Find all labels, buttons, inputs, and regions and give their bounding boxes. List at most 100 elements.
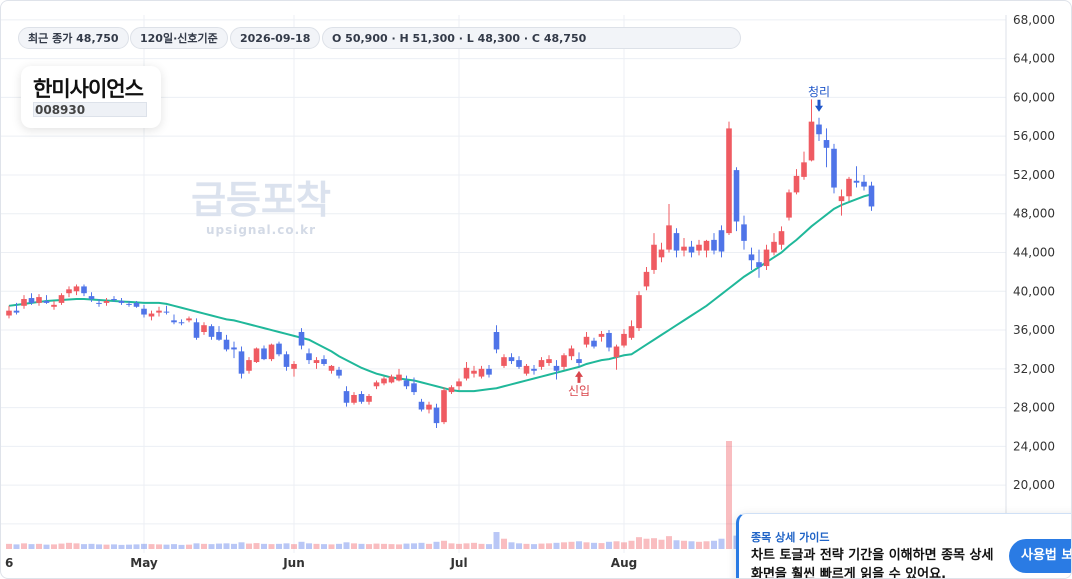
candle-body [621, 333, 627, 346]
candle-body [756, 262, 762, 268]
volume-bar [291, 544, 297, 549]
volume-bar [268, 544, 275, 549]
volume-bar [696, 541, 702, 549]
candle-body [493, 331, 500, 350]
candle-body [643, 271, 650, 287]
volume-bar [636, 537, 642, 549]
date-chip: 2026-09-18 [230, 27, 321, 49]
volume-bar [66, 542, 72, 549]
volume-bar [666, 536, 672, 549]
candle-body [711, 239, 717, 251]
x-tick-label: 6 [5, 556, 13, 570]
candle-body [861, 181, 867, 187]
candle-body [853, 180, 860, 183]
volume-bar [718, 538, 725, 549]
candle-body [561, 355, 567, 367]
candle-body [148, 313, 155, 317]
candle-body [133, 302, 140, 307]
candle-body [778, 231, 785, 245]
volume-bar [351, 543, 357, 549]
volume-bar [418, 542, 425, 549]
volume-bar [156, 544, 162, 549]
candle-body [523, 365, 530, 374]
volume-bar [658, 539, 665, 549]
candle-body [681, 246, 687, 251]
candle-body [343, 391, 350, 403]
volume-bar [13, 544, 20, 549]
volume-bar [58, 543, 65, 549]
volume-bar [141, 543, 147, 549]
candle-body [216, 331, 222, 340]
candle-body [366, 395, 372, 402]
y-tick-label: 48,000 [1013, 207, 1055, 221]
guide-button[interactable]: 사용법 보기 [1009, 539, 1071, 573]
volume-bar [726, 441, 732, 549]
candle-body [418, 401, 425, 410]
watermark-site: upsignal.co.kr [206, 223, 316, 237]
volume-bar [343, 542, 350, 549]
candle-body [463, 367, 470, 379]
candle-body [373, 382, 380, 387]
y-tick-label: 32,000 [1013, 362, 1055, 376]
volume-bar [51, 544, 57, 549]
volume-bar [253, 543, 260, 549]
candle-body [726, 128, 732, 234]
volume-bar [538, 543, 545, 549]
candle-body [66, 289, 72, 294]
candle-body [261, 348, 267, 360]
volume-bar [178, 544, 185, 549]
stock-name: 한미사이언스 [33, 77, 144, 101]
candle-body [666, 225, 672, 250]
candle-body [868, 185, 875, 207]
volume-bar [426, 543, 432, 549]
volume-bar [583, 542, 590, 549]
volume-bar [133, 544, 140, 549]
candle-body [396, 374, 402, 381]
basis-chip: 120일·신호기준 [130, 27, 228, 49]
candle-body [651, 244, 657, 270]
candle-body [531, 368, 537, 371]
candle-body [283, 354, 290, 367]
y-tick-label: 52,000 [1013, 168, 1055, 182]
candle-body [606, 332, 612, 348]
y-tick-label: 40,000 [1013, 284, 1055, 298]
volume-bar [508, 542, 515, 549]
candle-body [576, 359, 582, 364]
volume-bar [403, 543, 410, 549]
volume-bar [493, 532, 500, 549]
y-tick-label: 44,000 [1013, 245, 1055, 259]
candle-body [171, 320, 177, 323]
y-tick-label: 36,000 [1013, 323, 1055, 337]
volume-bar [208, 544, 215, 549]
volume-bar [88, 543, 95, 549]
candle-body [703, 240, 710, 251]
signal-label: 신입 [568, 384, 590, 398]
volume-bar [321, 544, 327, 549]
volume-bar [81, 544, 87, 549]
volume-bar [591, 542, 597, 549]
volume-bar [688, 541, 695, 549]
volume-bar [643, 538, 650, 549]
candle-body [486, 368, 492, 375]
volume-bar [126, 544, 132, 549]
candle-body [103, 300, 110, 303]
candle-body [658, 249, 665, 258]
candle-body [763, 249, 770, 267]
candle-body [51, 304, 57, 307]
volume-bar [486, 544, 492, 549]
y-tick-label: 24,000 [1013, 439, 1055, 453]
signal-arrow [815, 99, 823, 112]
volume-bar [73, 543, 80, 549]
candle-body [201, 325, 207, 332]
volume-bar [216, 543, 222, 549]
candle-body [441, 390, 447, 423]
candle-body [73, 286, 80, 292]
candle-body [351, 394, 357, 403]
volume-bar [546, 543, 552, 549]
volume-bar [118, 544, 125, 549]
candle-body [838, 196, 845, 202]
candle-body [613, 346, 620, 358]
volume-bar [456, 543, 462, 549]
candle-body [808, 121, 815, 161]
